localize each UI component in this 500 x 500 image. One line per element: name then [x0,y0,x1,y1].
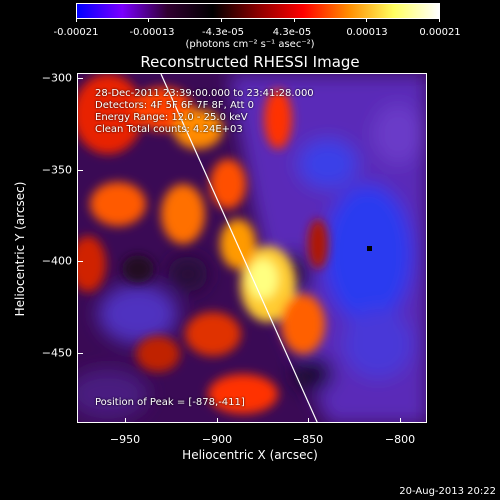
x-axis-label: Heliocentric X (arcsec) [182,448,318,462]
y-tick-mark [77,78,83,79]
y-axis-label: Heliocentric Y (arcsec) [13,181,27,317]
x-tick-mark [308,418,309,423]
colorbar-tick-label: -0.00013 [129,27,175,38]
x-tick-mark [125,418,126,423]
y-tick-mark [77,353,83,354]
y-tick-mark [77,170,83,171]
x-tick-mark [217,418,218,423]
colorbar [76,3,440,19]
colorbar-tick-label: 0.00013 [346,27,388,38]
solar-limb-line [160,74,318,422]
colorbar-tick-label: -4.3e-05 [202,27,244,38]
y-tick-label: −350 [41,163,72,177]
clean-counts: Clean Total counts: 4.24E+03 [95,124,243,135]
detectors-info: Detectors: 4F 5F 6F 7F 8F, Att 0 [95,100,255,111]
energy-range: Energy Range: 12.0 - 25.0 keV [95,112,248,123]
positive-flux-region [78,74,328,414]
footer-timestamp: 20-Aug-2013 20:22 [399,486,496,497]
y-tick-label: −300 [41,71,72,85]
colorbar-tick-mark [439,18,440,22]
colorbar-tick-label: -0.00021 [53,27,99,38]
colorbar-tick-mark [148,18,149,22]
y-tick-label: −450 [41,346,72,360]
rhessi-image [77,73,427,423]
observation-time: 28-Dec-2011 23:39:00.000 to 23:41:28.000 [95,88,314,99]
colorbar-tick-mark [76,18,77,22]
image-title: Reconstructed RHESSI Image [140,53,360,71]
colorbar-units: (photons cm⁻² s⁻¹ asec⁻²) [185,39,315,50]
x-tick-label: −800 [384,433,416,446]
left-region [78,256,208,419]
x-tick-label: −900 [201,433,233,446]
peak-position: Position of Peak = [-878,-411] [95,397,245,408]
colorbar-tick-label: 4.3e-05 [272,27,312,38]
image-canvas [78,74,426,422]
x-tick-label: −850 [292,433,324,446]
colorbar-tick-label: 0.00021 [419,27,461,38]
peak-marker [367,246,372,251]
x-tick-label: −950 [109,433,141,446]
colorbar-tick-mark [366,18,367,22]
y-tick-label: −400 [41,254,72,268]
x-tick-mark [400,418,401,423]
y-tick-mark [77,261,83,262]
colorbar-tick-mark [294,18,295,22]
colorbar-tick-mark [221,18,222,22]
